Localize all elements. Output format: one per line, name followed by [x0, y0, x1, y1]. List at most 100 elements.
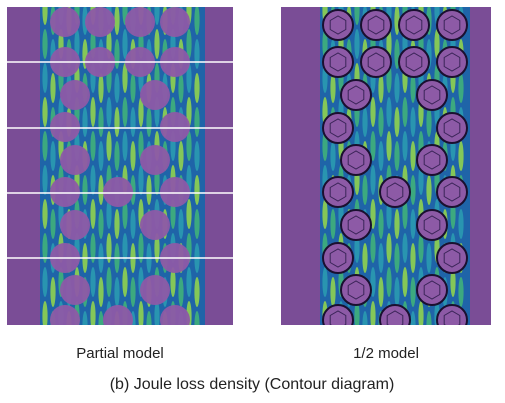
strand [379, 176, 411, 208]
field-stripe [426, 243, 432, 273]
field-stripe [458, 73, 464, 103]
field-stripe [194, 277, 200, 307]
strand-core [347, 150, 365, 170]
strand [60, 145, 90, 175]
field-stripe [130, 141, 136, 171]
field-stripe [114, 277, 120, 307]
field-stripe [170, 267, 176, 297]
field-stripe [354, 29, 360, 59]
field-stripe [90, 301, 96, 325]
field-stripe [90, 131, 96, 161]
strand [416, 274, 448, 306]
strand [140, 145, 170, 175]
field-stripe [82, 175, 88, 205]
field-stripe [402, 267, 408, 297]
strand [50, 7, 80, 37]
strand [398, 9, 430, 41]
strand [60, 80, 90, 110]
field-stripe [98, 141, 104, 171]
field-stripe [98, 73, 104, 103]
strand [322, 9, 354, 41]
strand [50, 112, 80, 142]
field-stripe [98, 175, 104, 205]
field-stripe [370, 199, 376, 229]
field-stripe [106, 199, 112, 229]
strand [160, 7, 190, 37]
strand [50, 305, 80, 325]
strand [379, 304, 411, 325]
field-stripe [370, 233, 376, 263]
field-stripe [450, 267, 456, 297]
strand [140, 275, 170, 305]
field-stripe [330, 73, 336, 103]
strand [436, 304, 468, 325]
field-stripe [362, 243, 368, 273]
strand [50, 177, 80, 207]
field-stripe [130, 277, 136, 307]
field-stripe [42, 267, 48, 297]
field-stripe [402, 233, 408, 263]
field-stripe [394, 243, 400, 273]
field-stripe [410, 277, 416, 307]
strand [160, 177, 190, 207]
strand-core [329, 118, 347, 138]
field-stripe [106, 267, 112, 297]
strand-core [443, 15, 461, 35]
field-stripe [418, 301, 424, 325]
field-stripe [50, 209, 56, 239]
strand-core [329, 15, 347, 35]
strand [322, 46, 354, 78]
field-stripe [194, 311, 200, 325]
field-stripe [378, 107, 384, 137]
strand [140, 80, 170, 110]
strand [416, 79, 448, 111]
field-stripe [418, 233, 424, 263]
strand [416, 209, 448, 241]
field-stripe [370, 301, 376, 325]
strand [340, 274, 372, 306]
strand [140, 210, 170, 240]
strand [103, 177, 133, 207]
strand-core [347, 85, 365, 105]
field-stripe [330, 277, 336, 307]
field-stripe [90, 165, 96, 195]
field-stripe [394, 73, 400, 103]
field-stripe [370, 165, 376, 195]
field-stripe [458, 141, 464, 171]
field-stripe [194, 175, 200, 205]
field-stripe [138, 233, 144, 263]
strand-core [405, 52, 423, 72]
strand-core [329, 248, 347, 268]
field-stripe [378, 277, 384, 307]
field-stripe [394, 209, 400, 239]
strand [322, 242, 354, 274]
field-stripe [178, 141, 184, 171]
field-stripe [154, 301, 160, 325]
strand [436, 176, 468, 208]
field-stripe [122, 97, 128, 127]
strand [436, 46, 468, 78]
strand [360, 9, 392, 41]
field-stripe [186, 199, 192, 229]
field-stripe [82, 311, 88, 325]
strand [340, 79, 372, 111]
field-stripe [194, 39, 200, 69]
field-stripe [394, 107, 400, 137]
strand-core [329, 52, 347, 72]
field-stripe [114, 107, 120, 137]
field-stripe [386, 97, 392, 127]
field-stripe [186, 63, 192, 93]
field-stripe [354, 301, 360, 325]
field-stripe [410, 243, 416, 273]
field-stripe [98, 209, 104, 239]
field-stripe [42, 29, 48, 59]
field-stripe [114, 73, 120, 103]
field-stripe [50, 141, 56, 171]
strand-core [405, 15, 423, 35]
field-stripe [194, 107, 200, 137]
field-stripe [98, 311, 104, 325]
field-stripe [98, 107, 104, 137]
strand-core [443, 52, 461, 72]
strand [322, 112, 354, 144]
